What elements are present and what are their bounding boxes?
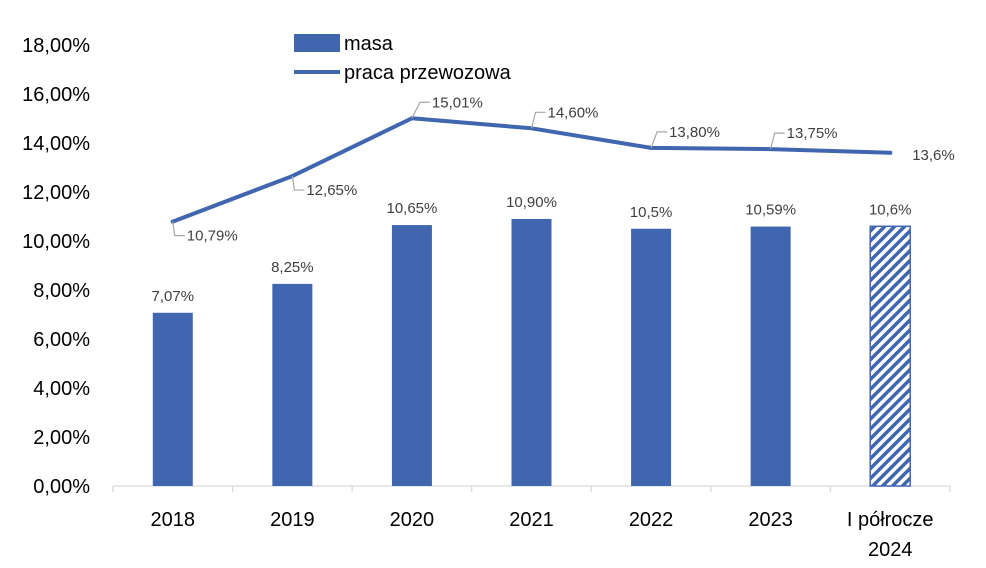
x-tick-label: 2020 (390, 509, 435, 531)
bar-data-label: 10,65% (386, 200, 437, 217)
bar-masa (272, 283, 313, 486)
y-tick-label: 6,00% (33, 329, 90, 351)
line-data-label: 13,75% (787, 125, 838, 142)
bar-masa (869, 225, 911, 487)
data-label-leader-line (530, 111, 546, 129)
x-tick-label: 2023 (748, 509, 793, 531)
legend-label-praca-przewozowa: praca przewozowa (344, 62, 512, 84)
y-tick-label: 8,00% (33, 280, 90, 302)
y-tick-label: 0,00% (33, 476, 90, 498)
bar-data-label: 10,90% (506, 194, 557, 211)
line-data-label: 13,80% (669, 124, 720, 141)
data-label-leader-line (650, 131, 668, 149)
line-data-label: 14,60% (548, 104, 599, 121)
bar-masa (631, 228, 672, 486)
bar-data-label: 10,6% (869, 201, 912, 218)
y-tick-label: 14,00% (22, 133, 90, 155)
y-tick-label: 12,00% (22, 182, 90, 204)
data-label-leader-line (411, 101, 430, 119)
legend: masa praca przewozowa (294, 33, 512, 84)
x-tick-label: 2022 (629, 509, 674, 531)
bar-masa (391, 225, 432, 486)
data-label-leader-line (291, 175, 305, 191)
data-labels: 7,07% 8,25% 10,65% 10,90% 10,5% 10,59% 10,6% 10… (152, 94, 955, 305)
line-point (888, 150, 893, 155)
bar-data-label: 10,5% (630, 204, 673, 221)
line-data-label: 15,01% (432, 94, 483, 111)
x-tick-label: 2021 (509, 509, 554, 531)
line-data-label: 10,79% (187, 228, 238, 245)
x-tick-label: 2018 (151, 509, 196, 531)
legend-label-masa: masa (344, 33, 394, 55)
x-tick-label: I półrocze (847, 509, 934, 531)
bar-data-label: 8,25% (271, 259, 314, 276)
bar-masa (750, 226, 791, 487)
bar-data-label: 7,07% (152, 288, 195, 305)
y-tick-label: 10,00% (22, 231, 90, 253)
x-tick-label: 2019 (270, 509, 315, 531)
legend-swatch-masa (294, 34, 340, 52)
y-tick-label: 2,00% (33, 427, 90, 449)
bar-masa (511, 218, 552, 486)
bar-masa (152, 312, 193, 486)
data-label-leader-line (770, 132, 785, 150)
y-tick-label: 4,00% (33, 378, 90, 400)
line-data-label: 13,6% (912, 147, 955, 164)
bar-data-label: 10,59% (745, 202, 796, 219)
y-tick-label: 18,00% (22, 35, 90, 57)
axes: 0,00% 2,00% 4,00% 6,00% 8,00% 10,00% 12,00% 14,… (22, 35, 951, 561)
x-tick-label: 2024 (868, 539, 913, 561)
bars (152, 218, 911, 487)
line-data-label: 12,65% (306, 182, 357, 199)
data-label-leader-line (172, 221, 185, 237)
y-tick-label: 16,00% (22, 84, 90, 106)
